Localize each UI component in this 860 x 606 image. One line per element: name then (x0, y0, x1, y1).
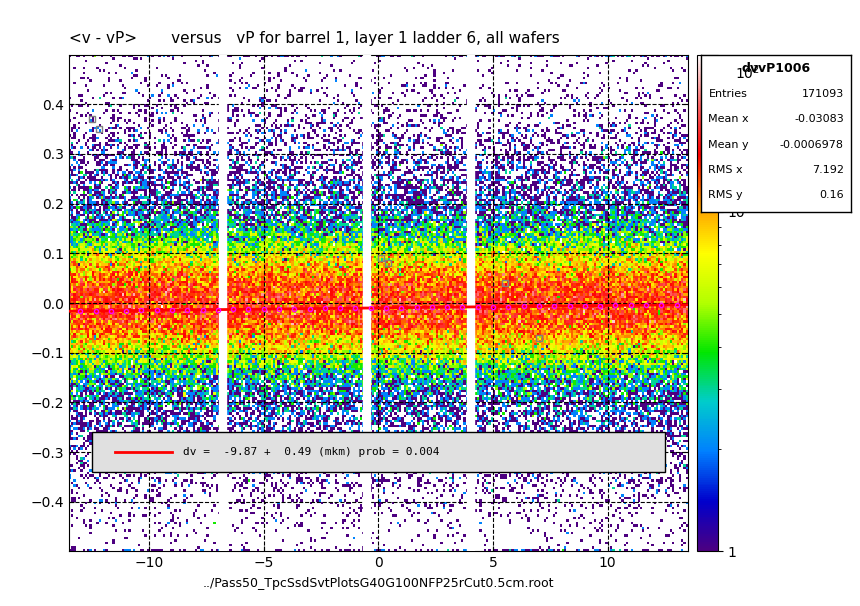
X-axis label: ../Pass50_TpcSsdSvtPlotsG40G100NFP25rCut0.5cm.root: ../Pass50_TpcSsdSvtPlotsG40G100NFP25rCut… (203, 578, 554, 590)
Text: RMS x: RMS x (709, 165, 743, 175)
Bar (364, 55, 371, 551)
Bar (219, 55, 226, 551)
Text: 7.192: 7.192 (812, 165, 844, 175)
Bar (92, 432, 665, 472)
Text: Mean y: Mean y (709, 139, 749, 150)
Text: Entries: Entries (709, 89, 747, 99)
Text: -0.0006978: -0.0006978 (780, 139, 844, 150)
Bar (467, 55, 474, 551)
Text: 0.16: 0.16 (820, 190, 844, 200)
Text: -0.03083: -0.03083 (794, 115, 844, 124)
Text: 171093: 171093 (802, 89, 844, 99)
Text: RMS y: RMS y (709, 190, 743, 200)
Text: $10^{2}$: $10^{2}$ (735, 64, 760, 82)
Text: dv =  -9.87 +  0.49 (mkm) prob = 0.004: dv = -9.87 + 0.49 (mkm) prob = 0.004 (183, 447, 440, 457)
Text: dvvP1006: dvvP1006 (741, 62, 811, 75)
Text: Mean x: Mean x (709, 115, 749, 124)
Text: <v - vP>       versus   vP for barrel 1, layer 1 ladder 6, all wafers: <v - vP> versus vP for barrel 1, layer 1… (69, 32, 560, 47)
